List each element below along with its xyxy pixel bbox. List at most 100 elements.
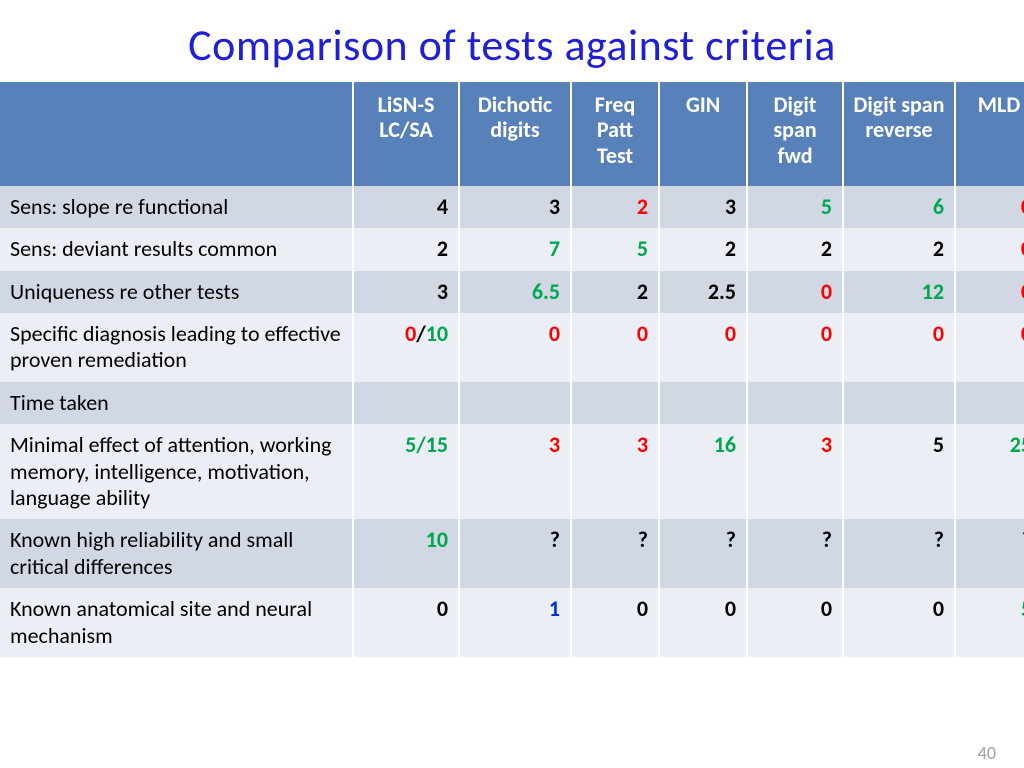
table-cell: 3 bbox=[459, 424, 571, 519]
cell-value: 0 bbox=[821, 595, 832, 622]
cell-value: 2 bbox=[437, 235, 448, 262]
table-cell: 0 bbox=[571, 313, 659, 382]
cell-value: 3 bbox=[637, 431, 648, 458]
cell-value: 0 bbox=[405, 320, 416, 347]
cell-value: 0 bbox=[933, 595, 944, 622]
cell-value: ? bbox=[550, 526, 560, 553]
table-row: Known high reliability and small critica… bbox=[0, 519, 1024, 588]
table-cell: 1 bbox=[459, 588, 571, 657]
table-cell: 0 bbox=[747, 588, 843, 657]
column-header-blank bbox=[0, 82, 353, 186]
column-header: Digit span reverse bbox=[843, 82, 955, 186]
table-cell: 2 bbox=[747, 228, 843, 270]
table-cell bbox=[459, 382, 571, 424]
column-header: Digit span fwd bbox=[747, 82, 843, 186]
table-cell: 2.5 bbox=[659, 271, 747, 313]
table-cell: 3 bbox=[459, 186, 571, 228]
slide: Comparison of tests against criteria LiS… bbox=[0, 18, 1024, 768]
cell-value: 6 bbox=[933, 193, 944, 220]
cell-value: 1 bbox=[549, 595, 560, 622]
row-label: Sens: deviant results common bbox=[0, 228, 353, 270]
table-cell: 0 bbox=[843, 313, 955, 382]
table-cell: 2 bbox=[353, 228, 459, 270]
table-cell: 0 bbox=[459, 313, 571, 382]
cell-value: 3 bbox=[437, 278, 448, 305]
cell-value: 2 bbox=[933, 235, 944, 262]
table-cell: 0 bbox=[955, 228, 1024, 270]
cell-value: 0 bbox=[725, 320, 736, 347]
table-cell bbox=[571, 382, 659, 424]
table-cell: 5 bbox=[843, 424, 955, 519]
table-cell bbox=[955, 382, 1024, 424]
table-row: Known anatomical site and neural mechani… bbox=[0, 588, 1024, 657]
cell-value: 0 bbox=[821, 320, 832, 347]
table-cell: 25 bbox=[955, 424, 1024, 519]
row-label: Known anatomical site and neural mechani… bbox=[0, 588, 353, 657]
cell-value: 3 bbox=[821, 431, 832, 458]
table-cell: 7 bbox=[459, 228, 571, 270]
cell-value: 3 bbox=[549, 431, 560, 458]
cell-value: 25 bbox=[1010, 431, 1024, 458]
cell-value: 0 bbox=[637, 595, 648, 622]
cell-value: ? bbox=[822, 526, 832, 553]
table-cell: 5/15 bbox=[353, 424, 459, 519]
table-cell: 0 bbox=[747, 313, 843, 382]
cell-value: 10 bbox=[426, 320, 448, 347]
column-header: MLD bbox=[955, 82, 1024, 186]
table-cell: 0 bbox=[747, 271, 843, 313]
table-cell: 0 bbox=[659, 588, 747, 657]
table-cell: 0 bbox=[955, 271, 1024, 313]
table-cell: 6 bbox=[843, 186, 955, 228]
table-row: Specific diagnosis leading to effective … bbox=[0, 313, 1024, 382]
row-label: Sens: slope re functional bbox=[0, 186, 353, 228]
table-cell: ? bbox=[955, 519, 1024, 588]
cell-value: 5 bbox=[821, 193, 832, 220]
table-row: Minimal effect of attention, working mem… bbox=[0, 424, 1024, 519]
cell-value: 0 bbox=[549, 320, 560, 347]
cell-value: 0 bbox=[725, 595, 736, 622]
table-cell: 5 bbox=[955, 588, 1024, 657]
cell-value: 3 bbox=[549, 193, 560, 220]
table-cell: ? bbox=[459, 519, 571, 588]
cell-value: 5 bbox=[933, 431, 944, 458]
page-number: 40 bbox=[978, 742, 996, 764]
cell-value: 0 bbox=[437, 595, 448, 622]
cell-value: 16 bbox=[714, 431, 736, 458]
table-cell bbox=[747, 382, 843, 424]
table-cell: ? bbox=[747, 519, 843, 588]
column-header: GIN bbox=[659, 82, 747, 186]
table-cell: 0 bbox=[659, 313, 747, 382]
table-cell: ? bbox=[571, 519, 659, 588]
cell-value: 4 bbox=[437, 193, 448, 220]
cell-value: 10 bbox=[426, 526, 448, 553]
cell-value: 6.5 bbox=[532, 278, 560, 305]
row-label: Time taken bbox=[0, 382, 353, 424]
table-header-row: LiSN-S LC/SADichotic digitsFreq Patt Tes… bbox=[0, 82, 1024, 186]
table-cell: 0 bbox=[955, 313, 1024, 382]
table-cell: 6.5 bbox=[459, 271, 571, 313]
table-cell: 0 bbox=[843, 588, 955, 657]
page-title: Comparison of tests against criteria bbox=[0, 18, 1024, 72]
table-row: Time taken bbox=[0, 382, 1024, 424]
cell-value: 2.5 bbox=[708, 278, 736, 305]
row-label: Minimal effect of attention, working mem… bbox=[0, 424, 353, 519]
table-cell: 2 bbox=[659, 228, 747, 270]
cell-value: ? bbox=[726, 526, 736, 553]
cell-value: ? bbox=[638, 526, 648, 553]
table-cell bbox=[659, 382, 747, 424]
table-cell: 2 bbox=[571, 271, 659, 313]
cell-value: / bbox=[416, 320, 425, 347]
cell-value: 5 bbox=[637, 235, 648, 262]
table-cell: 3 bbox=[747, 424, 843, 519]
table-cell: 5 bbox=[571, 228, 659, 270]
table-cell bbox=[843, 382, 955, 424]
row-label: Known high reliability and small critica… bbox=[0, 519, 353, 588]
cell-value: 2 bbox=[637, 278, 648, 305]
table-cell: 2 bbox=[843, 228, 955, 270]
cell-value: 0 bbox=[933, 320, 944, 347]
cell-value: 7 bbox=[549, 235, 560, 262]
table-cell: 5 bbox=[747, 186, 843, 228]
cell-value: 5/15 bbox=[405, 431, 448, 458]
table-cell: 0 bbox=[571, 588, 659, 657]
table-row: Sens: deviant results common2752220 bbox=[0, 228, 1024, 270]
